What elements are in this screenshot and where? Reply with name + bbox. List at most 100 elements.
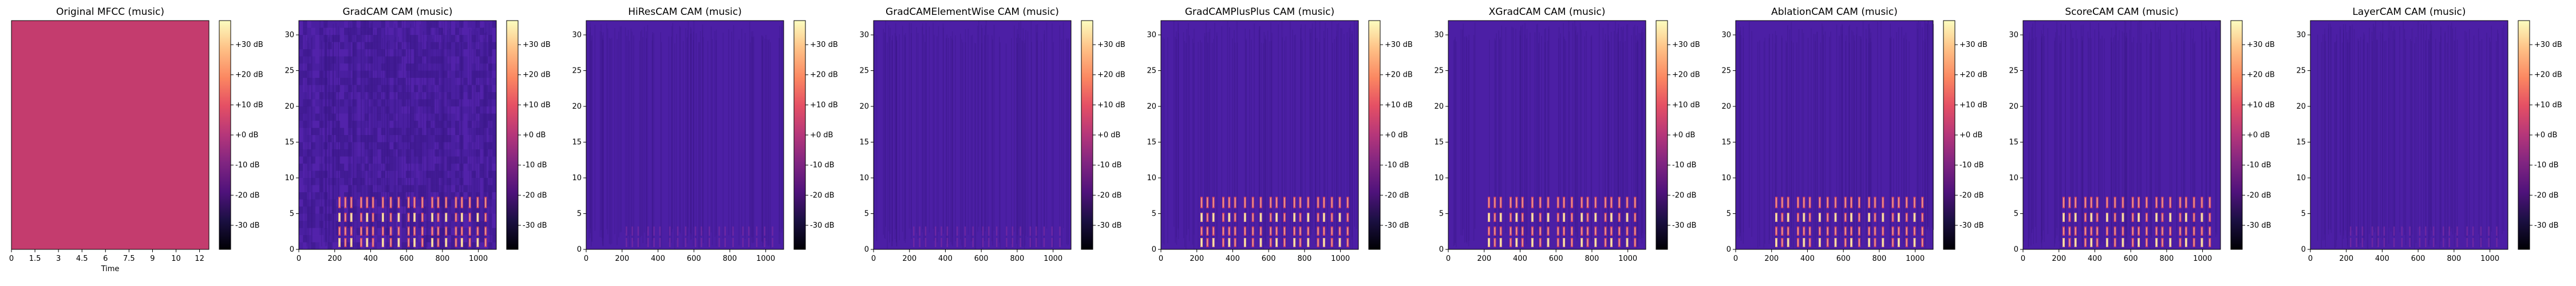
heatmap-cell — [327, 99, 332, 107]
heatmap-cell — [393, 85, 398, 93]
heatmap-cell — [430, 92, 435, 100]
heatmap-streak — [2456, 39, 2458, 245]
heatmap-cell — [381, 56, 386, 64]
heatmap-streak — [1922, 27, 1923, 233]
heatmap-cell — [451, 63, 456, 71]
heatmap-streak — [2104, 38, 2105, 245]
heatmap-streak — [2150, 29, 2151, 235]
heatmap-cell — [442, 35, 448, 42]
heatmap-cell — [311, 56, 316, 64]
heatmap-streak — [618, 31, 619, 238]
heatmap-streak — [1327, 28, 1328, 235]
heatmap-area — [1448, 21, 1646, 249]
heatmap-cell — [352, 121, 357, 128]
heatmap-cell — [369, 135, 373, 142]
heatmap-cell — [339, 92, 345, 100]
heatmap-streak — [1574, 21, 1575, 227]
heatmap-cell — [492, 178, 497, 185]
heatmap-streak — [460, 27, 461, 234]
heatmap-streak — [643, 26, 645, 233]
heatmap-activation-core — [455, 198, 457, 207]
heatmap-activation — [2466, 227, 2468, 236]
heatmap-activation-core — [1781, 198, 1783, 207]
heatmap-cell — [385, 78, 390, 85]
heatmap-activation — [2356, 227, 2357, 236]
heatmap-cell — [389, 106, 394, 114]
heatmap-activation-core — [2091, 239, 2092, 246]
heatmap-cell — [480, 149, 484, 157]
heatmap-activation — [756, 238, 758, 247]
heatmap-cell — [476, 178, 480, 185]
heatmap-cell — [393, 56, 398, 64]
heatmap-streak — [1236, 42, 1238, 249]
heatmap-cell — [339, 85, 345, 93]
heatmap-cell — [447, 99, 452, 107]
heatmap-cell — [463, 178, 468, 185]
heatmap-activation-core — [2063, 198, 2064, 207]
heatmap-cell — [335, 178, 341, 185]
heatmap-cell — [488, 113, 493, 121]
heatmap-cell — [307, 85, 312, 93]
heatmap-cell — [323, 106, 328, 114]
heatmap-cell — [401, 164, 406, 171]
heatmap-streak — [423, 31, 424, 237]
heatmap-activation-core — [1618, 239, 1620, 246]
heatmap-streak — [1842, 23, 1843, 230]
heatmap-streak — [1059, 25, 1061, 232]
heatmap-cell — [393, 128, 398, 136]
subplot-title: XGradCAM CAM (music) — [1489, 6, 1606, 18]
heatmap-streak — [967, 29, 969, 235]
heatmap-streak — [2111, 27, 2112, 234]
heatmap-activation-core — [2132, 214, 2134, 221]
heatmap-cell — [393, 192, 398, 200]
heatmap-cell — [463, 156, 468, 164]
heatmap-activation-core — [1922, 198, 1923, 207]
heatmap-cell — [373, 63, 378, 71]
heatmap-cell — [377, 221, 382, 228]
heatmap-activation-core — [1276, 214, 1277, 221]
heatmap-cell — [467, 27, 472, 35]
heatmap-streak — [1638, 33, 1640, 239]
heatmap-streak — [641, 30, 642, 236]
heatmap-activation-core — [1618, 214, 1620, 221]
heatmap-cell — [299, 213, 303, 221]
heatmap-cell — [348, 42, 353, 50]
heatmap-cell — [405, 149, 410, 157]
heatmap-cell — [442, 63, 448, 71]
y-tick-label: 30 — [572, 31, 582, 39]
colorbar-tick-label: +0 dB — [1959, 131, 1982, 140]
heatmap-streak — [2496, 41, 2497, 247]
heatmap-streak — [477, 31, 478, 237]
heatmap-cell — [373, 42, 378, 50]
heatmap-cell — [463, 149, 468, 157]
colorbar-gradient — [507, 21, 518, 249]
heatmap-cell — [471, 121, 476, 128]
heatmap-streak — [2101, 35, 2103, 242]
heatmap-cell — [299, 121, 303, 128]
heatmap-cell — [335, 27, 341, 35]
heatmap-cell — [319, 170, 324, 178]
heatmap-cell — [323, 27, 328, 35]
heatmap-cell — [418, 242, 423, 250]
heatmap-activation-core — [1270, 228, 1271, 235]
heatmap-streak — [1641, 38, 1643, 244]
heatmap-cell — [447, 135, 452, 142]
heatmap-cell — [418, 128, 423, 136]
heatmap-cell — [360, 99, 365, 107]
heatmap-cell — [381, 21, 386, 28]
heatmap-cell — [385, 192, 390, 200]
heatmap-cell — [348, 128, 353, 136]
heatmap-streak — [733, 25, 734, 232]
heatmap-cell — [389, 156, 394, 164]
heatmap-streak — [1178, 33, 1179, 240]
heatmap-cell — [476, 135, 480, 142]
heatmap-cell — [303, 178, 307, 185]
heatmap-activation-core — [408, 228, 409, 235]
y-tick-label: 10 — [859, 174, 869, 182]
heatmap-cell — [405, 56, 410, 64]
heatmap-cell — [360, 185, 365, 193]
heatmap-cell — [315, 85, 320, 93]
heatmap-activation — [2443, 227, 2444, 236]
heatmap-cell — [492, 113, 497, 121]
heatmap-streak — [2411, 41, 2412, 247]
